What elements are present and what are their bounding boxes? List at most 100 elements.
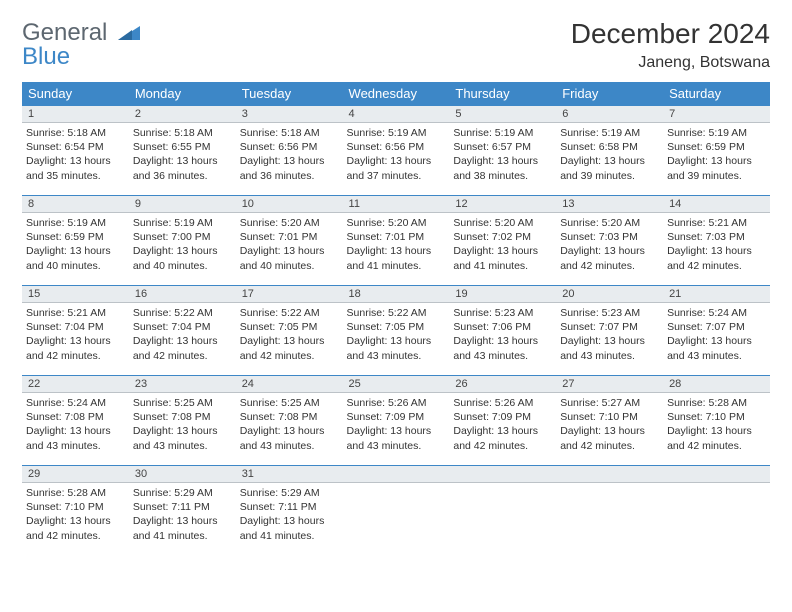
day-info: Sunrise: 5:24 AMSunset: 7:08 PMDaylight:… (22, 393, 129, 459)
sunrise-text: Sunrise: 5:23 AM (453, 306, 552, 320)
day-info: Sunrise: 5:19 AMSunset: 6:59 PMDaylight:… (22, 213, 129, 279)
sunrise-text: Sunrise: 5:26 AM (347, 396, 446, 410)
calendar-cell: 13Sunrise: 5:20 AMSunset: 7:03 PMDayligh… (556, 195, 663, 285)
day-number: 5 (449, 105, 556, 123)
daylight-text: Daylight: 13 hours and 41 minutes. (133, 514, 232, 542)
month-title: December 2024 (571, 18, 770, 50)
calendar-cell: 28Sunrise: 5:28 AMSunset: 7:10 PMDayligh… (663, 375, 770, 465)
calendar-cell: 3Sunrise: 5:18 AMSunset: 6:56 PMDaylight… (236, 105, 343, 195)
sunset-text: Sunset: 6:58 PM (560, 140, 659, 154)
sunrise-text: Sunrise: 5:18 AM (26, 126, 125, 140)
location: Janeng, Botswana (571, 54, 770, 72)
day-info: Sunrise: 5:24 AMSunset: 7:07 PMDaylight:… (663, 303, 770, 369)
calendar-cell: 8Sunrise: 5:19 AMSunset: 6:59 PMDaylight… (22, 195, 129, 285)
daylight-text: Daylight: 13 hours and 42 minutes. (26, 514, 125, 542)
day-info: Sunrise: 5:28 AMSunset: 7:10 PMDaylight:… (663, 393, 770, 459)
calendar-cell: 9 Sunrise: 5:19 AMSunset: 7:00 PMDaylight… (129, 195, 236, 285)
day-info: Sunrise: 5:29 AMSunset: 7:11 PMDaylight:… (236, 483, 343, 549)
daylight-text: Daylight: 13 hours and 42 minutes. (667, 424, 766, 452)
sunset-text: Sunset: 7:06 PM (453, 320, 552, 334)
daylight-text: Daylight: 13 hours and 42 minutes. (240, 334, 339, 362)
day-info (449, 483, 556, 492)
sunrise-text: Sunrise: 5:21 AM (667, 216, 766, 230)
sunrise-text: Sunrise: 5:18 AM (240, 126, 339, 140)
sunrise-text: Sunrise: 5:24 AM (26, 396, 125, 410)
calendar-week-row: 8Sunrise: 5:19 AMSunset: 6:59 PMDaylight… (22, 195, 770, 285)
calendar-cell: 23Sunrise: 5:25 AMSunset: 7:08 PMDayligh… (129, 375, 236, 465)
day-info: Sunrise: 5:20 AMSunset: 7:02 PMDaylight:… (449, 213, 556, 279)
logo: General Blue (22, 18, 140, 69)
day-number: 10 (236, 195, 343, 213)
sunset-text: Sunset: 7:10 PM (667, 410, 766, 424)
daylight-text: Daylight: 13 hours and 40 minutes. (133, 244, 232, 272)
day-info: Sunrise: 5:19 AMSunset: 6:59 PMDaylight:… (663, 123, 770, 189)
calendar-cell: 15Sunrise: 5:21 AMSunset: 7:04 PMDayligh… (22, 285, 129, 375)
sunrise-text: Sunrise: 5:23 AM (560, 306, 659, 320)
daylight-text: Daylight: 13 hours and 42 minutes. (453, 424, 552, 452)
sunset-text: Sunset: 6:54 PM (26, 140, 125, 154)
sunrise-text: Sunrise: 5:26 AM (453, 396, 552, 410)
calendar-cell: 1Sunrise: 5:18 AMSunset: 6:54 PMDaylight… (22, 105, 129, 195)
day-info: Sunrise: 5:22 AMSunset: 7:05 PMDaylight:… (236, 303, 343, 369)
day-number: 17 (236, 285, 343, 303)
sunset-text: Sunset: 6:56 PM (240, 140, 339, 154)
day-number: 9 (129, 195, 236, 213)
logo-word2: Blue (22, 43, 70, 70)
day-header: Thursday (449, 82, 556, 105)
daylight-text: Daylight: 13 hours and 42 minutes. (560, 244, 659, 272)
calendar-cell: 11Sunrise: 5:20 AMSunset: 7:01 PMDayligh… (343, 195, 450, 285)
calendar-cell: 5Sunrise: 5:19 AMSunset: 6:57 PMDaylight… (449, 105, 556, 195)
day-number: 14 (663, 195, 770, 213)
sunset-text: Sunset: 7:05 PM (240, 320, 339, 334)
sunset-text: Sunset: 7:01 PM (347, 230, 446, 244)
sunrise-text: Sunrise: 5:20 AM (560, 216, 659, 230)
calendar-cell (449, 465, 556, 555)
daylight-text: Daylight: 13 hours and 37 minutes. (347, 154, 446, 182)
day-info: Sunrise: 5:25 AMSunset: 7:08 PMDaylight:… (129, 393, 236, 459)
calendar-cell: 2Sunrise: 5:18 AMSunset: 6:55 PMDaylight… (129, 105, 236, 195)
day-header-row: Sunday Monday Tuesday Wednesday Thursday… (22, 82, 770, 105)
day-info (663, 483, 770, 492)
day-number: 21 (663, 285, 770, 303)
daylight-text: Daylight: 13 hours and 41 minutes. (347, 244, 446, 272)
day-info: Sunrise: 5:26 AMSunset: 7:09 PMDaylight:… (343, 393, 450, 459)
day-info: Sunrise: 5:19 AMSunset: 6:56 PMDaylight:… (343, 123, 450, 189)
daylight-text: Daylight: 13 hours and 40 minutes. (240, 244, 339, 272)
day-number: 3 (236, 105, 343, 123)
day-info: Sunrise: 5:25 AMSunset: 7:08 PMDaylight:… (236, 393, 343, 459)
day-info: Sunrise: 5:22 AMSunset: 7:04 PMDaylight:… (129, 303, 236, 369)
daylight-text: Daylight: 13 hours and 42 minutes. (560, 424, 659, 452)
calendar-cell (556, 465, 663, 555)
day-header: Wednesday (343, 82, 450, 105)
day-header: Tuesday (236, 82, 343, 105)
day-number: 28 (663, 375, 770, 393)
calendar-table: Sunday Monday Tuesday Wednesday Thursday… (22, 82, 770, 555)
calendar-cell: 24Sunrise: 5:25 AMSunset: 7:08 PMDayligh… (236, 375, 343, 465)
day-info: Sunrise: 5:20 AMSunset: 7:01 PMDaylight:… (236, 213, 343, 279)
sunset-text: Sunset: 7:01 PM (240, 230, 339, 244)
sunset-text: Sunset: 6:59 PM (667, 140, 766, 154)
sunrise-text: Sunrise: 5:21 AM (26, 306, 125, 320)
sunrise-text: Sunrise: 5:19 AM (453, 126, 552, 140)
day-number: 13 (556, 195, 663, 213)
day-info: Sunrise: 5:18 AMSunset: 6:55 PMDaylight:… (129, 123, 236, 189)
sunrise-text: Sunrise: 5:22 AM (133, 306, 232, 320)
day-info: Sunrise: 5:21 AMSunset: 7:04 PMDaylight:… (22, 303, 129, 369)
sunset-text: Sunset: 7:10 PM (26, 500, 125, 514)
sunset-text: Sunset: 7:00 PM (133, 230, 232, 244)
calendar-cell: 29Sunrise: 5:28 AMSunset: 7:10 PMDayligh… (22, 465, 129, 555)
day-number: 7 (663, 105, 770, 123)
day-number: 27 (556, 375, 663, 393)
sunrise-text: Sunrise: 5:19 AM (133, 216, 232, 230)
day-number (663, 465, 770, 483)
logo-triangle-icon (118, 21, 140, 45)
sunrise-text: Sunrise: 5:19 AM (560, 126, 659, 140)
sunrise-text: Sunrise: 5:25 AM (240, 396, 339, 410)
day-number: 25 (343, 375, 450, 393)
daylight-text: Daylight: 13 hours and 42 minutes. (26, 334, 125, 362)
calendar-cell: 31Sunrise: 5:29 AMSunset: 7:11 PMDayligh… (236, 465, 343, 555)
day-number: 31 (236, 465, 343, 483)
day-info: Sunrise: 5:23 AMSunset: 7:07 PMDaylight:… (556, 303, 663, 369)
day-number: 18 (343, 285, 450, 303)
day-number (449, 465, 556, 483)
